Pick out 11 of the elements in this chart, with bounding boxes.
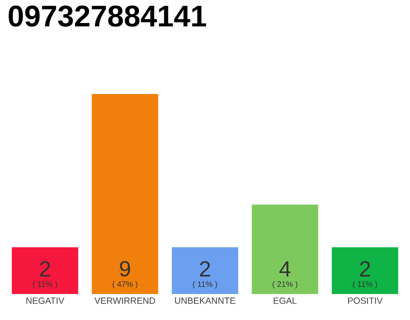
x-tick-label: NEGATIV <box>26 298 64 304</box>
chart-title: 097327884141 <box>8 6 206 27</box>
x-tick-label: POSITIV <box>348 298 383 304</box>
annotation: 2 <box>360 261 370 276</box>
annotation: 2 <box>200 261 210 276</box>
x-tick-label: UNBEKANNTE <box>175 298 236 304</box>
annotation: 4 <box>279 261 290 276</box>
annotation: 9 <box>120 260 130 276</box>
annotation: 2 <box>40 261 50 276</box>
x-tick-label: EGAL <box>274 298 297 304</box>
x-tick-label: VERWIRREND <box>94 298 156 304</box>
